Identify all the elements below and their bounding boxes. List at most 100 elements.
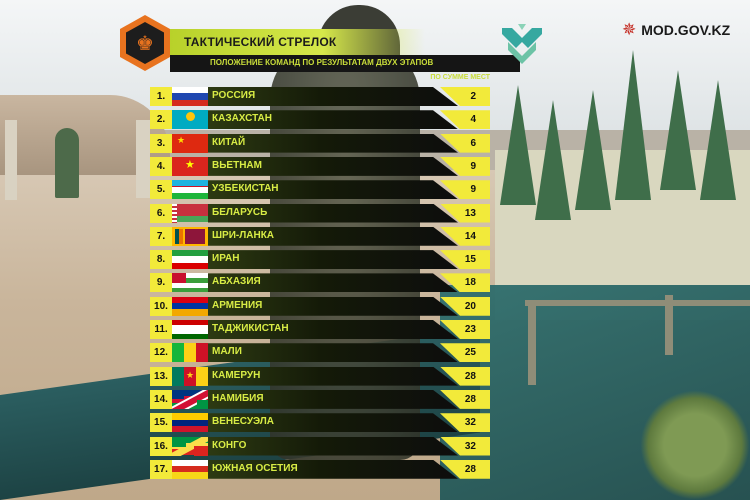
table-row: 3. ★ КИТАЙ 6 bbox=[150, 133, 490, 153]
country-name: НАМИБИЯ bbox=[212, 392, 264, 404]
country-name: ЮЖНАЯ ОСЕТИЯ bbox=[212, 462, 298, 474]
country-name: РОССИЯ bbox=[212, 90, 256, 101]
sri-lanka-flag-icon bbox=[172, 226, 208, 246]
table-row: 10. АРМЕНИЯ 20 bbox=[150, 296, 490, 316]
country-name: ИРАН bbox=[212, 253, 240, 265]
belarus-flag-icon bbox=[172, 203, 208, 223]
country-bar bbox=[208, 436, 458, 456]
country-name: БЕЛАРУСЬ bbox=[212, 206, 268, 218]
table-row: 6. БЕЛАРУСЬ 13 bbox=[150, 203, 490, 223]
country-name: АРМЕНИЯ bbox=[212, 299, 263, 311]
range-post bbox=[136, 120, 150, 198]
shooter-glyph-icon: ♚ bbox=[136, 32, 154, 55]
country-name: ТАДЖИКИСТАН bbox=[212, 323, 289, 334]
page-title: ТАКТИЧЕСКИЙ СТРЕЛОК bbox=[184, 35, 337, 49]
country-name: КОНГО bbox=[212, 439, 247, 451]
china-flag-icon: ★ bbox=[172, 133, 208, 153]
fence-tree-cutout bbox=[535, 100, 571, 220]
kazakhstan-flag-icon bbox=[172, 110, 208, 130]
title-bar bbox=[170, 29, 425, 55]
rank-number: 15. bbox=[150, 413, 172, 433]
wall-post bbox=[528, 305, 536, 385]
mali-flag-icon bbox=[172, 343, 208, 363]
star-icon: ✵ bbox=[622, 20, 637, 39]
rank-number: 6. bbox=[150, 203, 172, 223]
russia-flag-icon bbox=[172, 87, 208, 106]
table-row: 13. ★ КАМЕРУН 28 bbox=[150, 366, 490, 386]
country-bar bbox=[208, 389, 458, 409]
country-bar bbox=[208, 343, 458, 363]
fence-tree-cutout bbox=[700, 80, 736, 200]
rank-number: 4. bbox=[150, 156, 172, 176]
table-row: 1. РОССИЯ 2 bbox=[150, 87, 490, 106]
rank-number: 1. bbox=[150, 87, 172, 106]
subtitle-bar bbox=[170, 55, 520, 72]
rank-number: 11. bbox=[150, 320, 172, 339]
country-name: КАЗАХСТАН bbox=[212, 113, 272, 125]
country-bar bbox=[208, 296, 458, 316]
table-row: 7. ШРИ-ЛАНКА 14 bbox=[150, 226, 490, 246]
vietnam-flag-icon: ★ bbox=[172, 156, 208, 176]
namibia-flag-icon bbox=[172, 389, 208, 409]
wall-post bbox=[665, 295, 673, 355]
uzbekistan-flag-icon bbox=[172, 180, 208, 200]
country-bar bbox=[208, 156, 458, 176]
range-target bbox=[55, 128, 79, 198]
country-bar bbox=[208, 180, 458, 200]
country-bar bbox=[208, 273, 458, 293]
table-row: 15. ВЕНЕСУЭЛА 32 bbox=[150, 413, 490, 433]
rank-number: 8. bbox=[150, 250, 172, 270]
abkhazia-flag-icon bbox=[172, 273, 208, 293]
country-bar bbox=[208, 226, 458, 246]
rank-number: 2. bbox=[150, 110, 172, 130]
rank-number: 17. bbox=[150, 459, 172, 479]
table-row: 9. АБХАЗИЯ 18 bbox=[150, 273, 490, 293]
tajikistan-flag-icon bbox=[172, 320, 208, 339]
armenia-flag-icon bbox=[172, 296, 208, 316]
rank-number: 9. bbox=[150, 273, 172, 293]
army-games-emblem-icon bbox=[502, 24, 542, 64]
page-subtitle: ПОЛОЖЕНИЕ КОМАНД ПО РЕЗУЛЬТАТАМ ДВУХ ЭТА… bbox=[210, 58, 434, 67]
venezuela-flag-icon bbox=[172, 413, 208, 433]
table-row: 11. ТАДЖИКИСТАН 23 bbox=[150, 320, 490, 339]
rank-number: 3. bbox=[150, 133, 172, 153]
country-name: КИТАЙ bbox=[212, 136, 246, 148]
rank-number: 7. bbox=[150, 226, 172, 246]
fence-tree-cutout bbox=[660, 70, 696, 190]
country-name: ВЕНЕСУЭЛА bbox=[212, 416, 274, 428]
country-name: АБХАЗИЯ bbox=[212, 276, 261, 288]
country-bar bbox=[208, 110, 458, 130]
bush bbox=[640, 390, 750, 500]
iran-flag-icon bbox=[172, 250, 208, 270]
fence-tree-cutout bbox=[575, 90, 611, 210]
table-row: 2. КАЗАХСТАН 4 bbox=[150, 110, 490, 130]
rank-number: 5. bbox=[150, 180, 172, 200]
wall-rail bbox=[525, 300, 750, 306]
table-row: 4. ★ ВЬЕТНАМ 9 bbox=[150, 156, 490, 176]
table-row: 14. НАМИБИЯ 28 bbox=[150, 389, 490, 409]
table-row: 12. МАЛИ 25 bbox=[150, 343, 490, 363]
table-row: 17. ЮЖНАЯ ОСЕТИЯ 28 bbox=[150, 459, 490, 479]
country-bar bbox=[208, 366, 458, 386]
score-column-header: ПО СУММЕ МЕСТ bbox=[430, 74, 490, 81]
country-bar bbox=[208, 459, 458, 479]
watermark-text: MOD.GOV.KZ bbox=[641, 22, 731, 38]
rank-number: 10. bbox=[150, 296, 172, 316]
rank-number: 13. bbox=[150, 366, 172, 386]
watermark: ✵ MOD.GOV.KZ bbox=[622, 20, 730, 40]
country-bar bbox=[208, 133, 458, 153]
country-name: МАЛИ bbox=[212, 346, 242, 358]
country-bar bbox=[208, 203, 458, 223]
country-name: ВЬЕТНАМ bbox=[212, 159, 262, 171]
rank-number: 12. bbox=[150, 343, 172, 363]
congo-flag-icon bbox=[172, 436, 208, 456]
country-name: ШРИ-ЛАНКА bbox=[212, 229, 275, 241]
table-row: 8. ИРАН 15 bbox=[150, 250, 490, 270]
country-name: КАМЕРУН bbox=[212, 369, 261, 381]
country-bar bbox=[208, 413, 458, 433]
fence-tree-cutout bbox=[500, 85, 536, 205]
country-bar bbox=[208, 87, 458, 106]
country-name: УЗБЕКИСТАН bbox=[212, 183, 279, 195]
table-row: 5. УЗБЕКИСТАН 9 bbox=[150, 180, 490, 200]
range-post bbox=[5, 120, 17, 200]
